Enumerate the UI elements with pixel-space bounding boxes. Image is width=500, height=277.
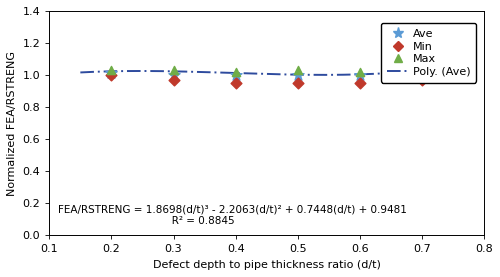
Point	[232, 73, 239, 77]
Point	[108, 73, 116, 77]
Point	[356, 81, 364, 85]
Point	[108, 68, 116, 73]
Point	[170, 78, 177, 82]
Point	[294, 73, 302, 77]
Point	[170, 73, 177, 77]
Legend: Ave, Min, Max, Poly. (Ave): Ave, Min, Max, Poly. (Ave)	[381, 23, 476, 83]
Text: FEA/RSTRENG = 1.8698(d/t)³ - 2.2063(d/t)² + 0.7448(d/t) + 0.9481
               : FEA/RSTRENG = 1.8698(d/t)³ - 2.2063(d/t)…	[58, 205, 407, 227]
Point	[356, 73, 364, 77]
Point	[418, 78, 426, 82]
Point	[294, 68, 302, 73]
Point	[294, 81, 302, 85]
Point	[108, 71, 116, 76]
Point	[418, 60, 426, 65]
Point	[356, 70, 364, 74]
Point	[170, 68, 177, 73]
X-axis label: Defect depth to pipe thickness ratio (d/t): Defect depth to pipe thickness ratio (d/…	[153, 260, 380, 270]
Point	[232, 81, 239, 85]
Y-axis label: Normalized FEA/RSTRENG: Normalized FEA/RSTRENG	[7, 51, 17, 196]
Point	[232, 70, 239, 74]
Point	[418, 71, 426, 76]
